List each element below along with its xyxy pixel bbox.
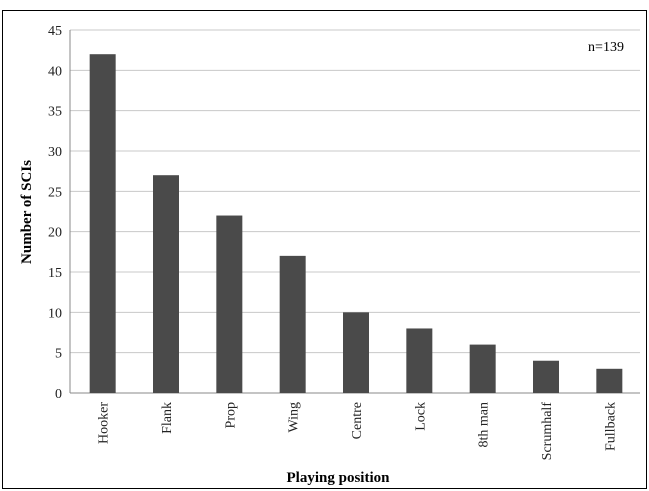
sample-size-annotation: n=139 [588,40,624,55]
y-tick-label: 15 [48,266,62,281]
y-tick-label: 45 [48,24,62,39]
y-tick-label: 35 [48,105,62,120]
x-tick-label: Centre [350,402,365,439]
x-tick-label: Wing [287,402,302,433]
bars [89,54,623,393]
x-tick-label: Lock [413,402,428,431]
y-axis-label: Number of SCIs [19,160,35,264]
y-tick-labels: 0 5 10 15 20 25 30 35 40 45 [48,24,62,402]
x-tick-label: Scrumhalf [540,402,555,461]
y-tick-label: 25 [48,185,62,200]
bar-wing [279,255,306,393]
x-tick-label: Flank [160,402,175,434]
chart-frame [2,10,647,489]
x-tick-labels: Hooker Flank Prop Wing Centre Lock 8th man Scru… [97,402,619,461]
y-tick-label: 10 [48,306,62,321]
bar-prop [216,215,243,393]
y-tick-label: 5 [55,347,62,362]
x-tick-label: Fullback [603,402,618,451]
y-tick-label: 20 [48,226,62,241]
x-tick-label: Prop [223,402,238,428]
bar-fullback [596,368,623,393]
x-tick-label: 8th man [477,402,492,448]
x-axis-label: Playing position [287,470,391,486]
bar-lock [406,328,433,393]
y-tick-label: 40 [48,64,62,79]
bar-hooker [89,54,116,393]
bar-8th-man [469,344,496,393]
y-tick-label: 30 [48,145,62,160]
x-tick-label: Hooker [97,402,112,444]
bar-scrumhalf [533,360,559,393]
y-tick-label: 0 [55,387,62,402]
bar-flank [153,175,179,393]
bar-centre [343,312,369,393]
